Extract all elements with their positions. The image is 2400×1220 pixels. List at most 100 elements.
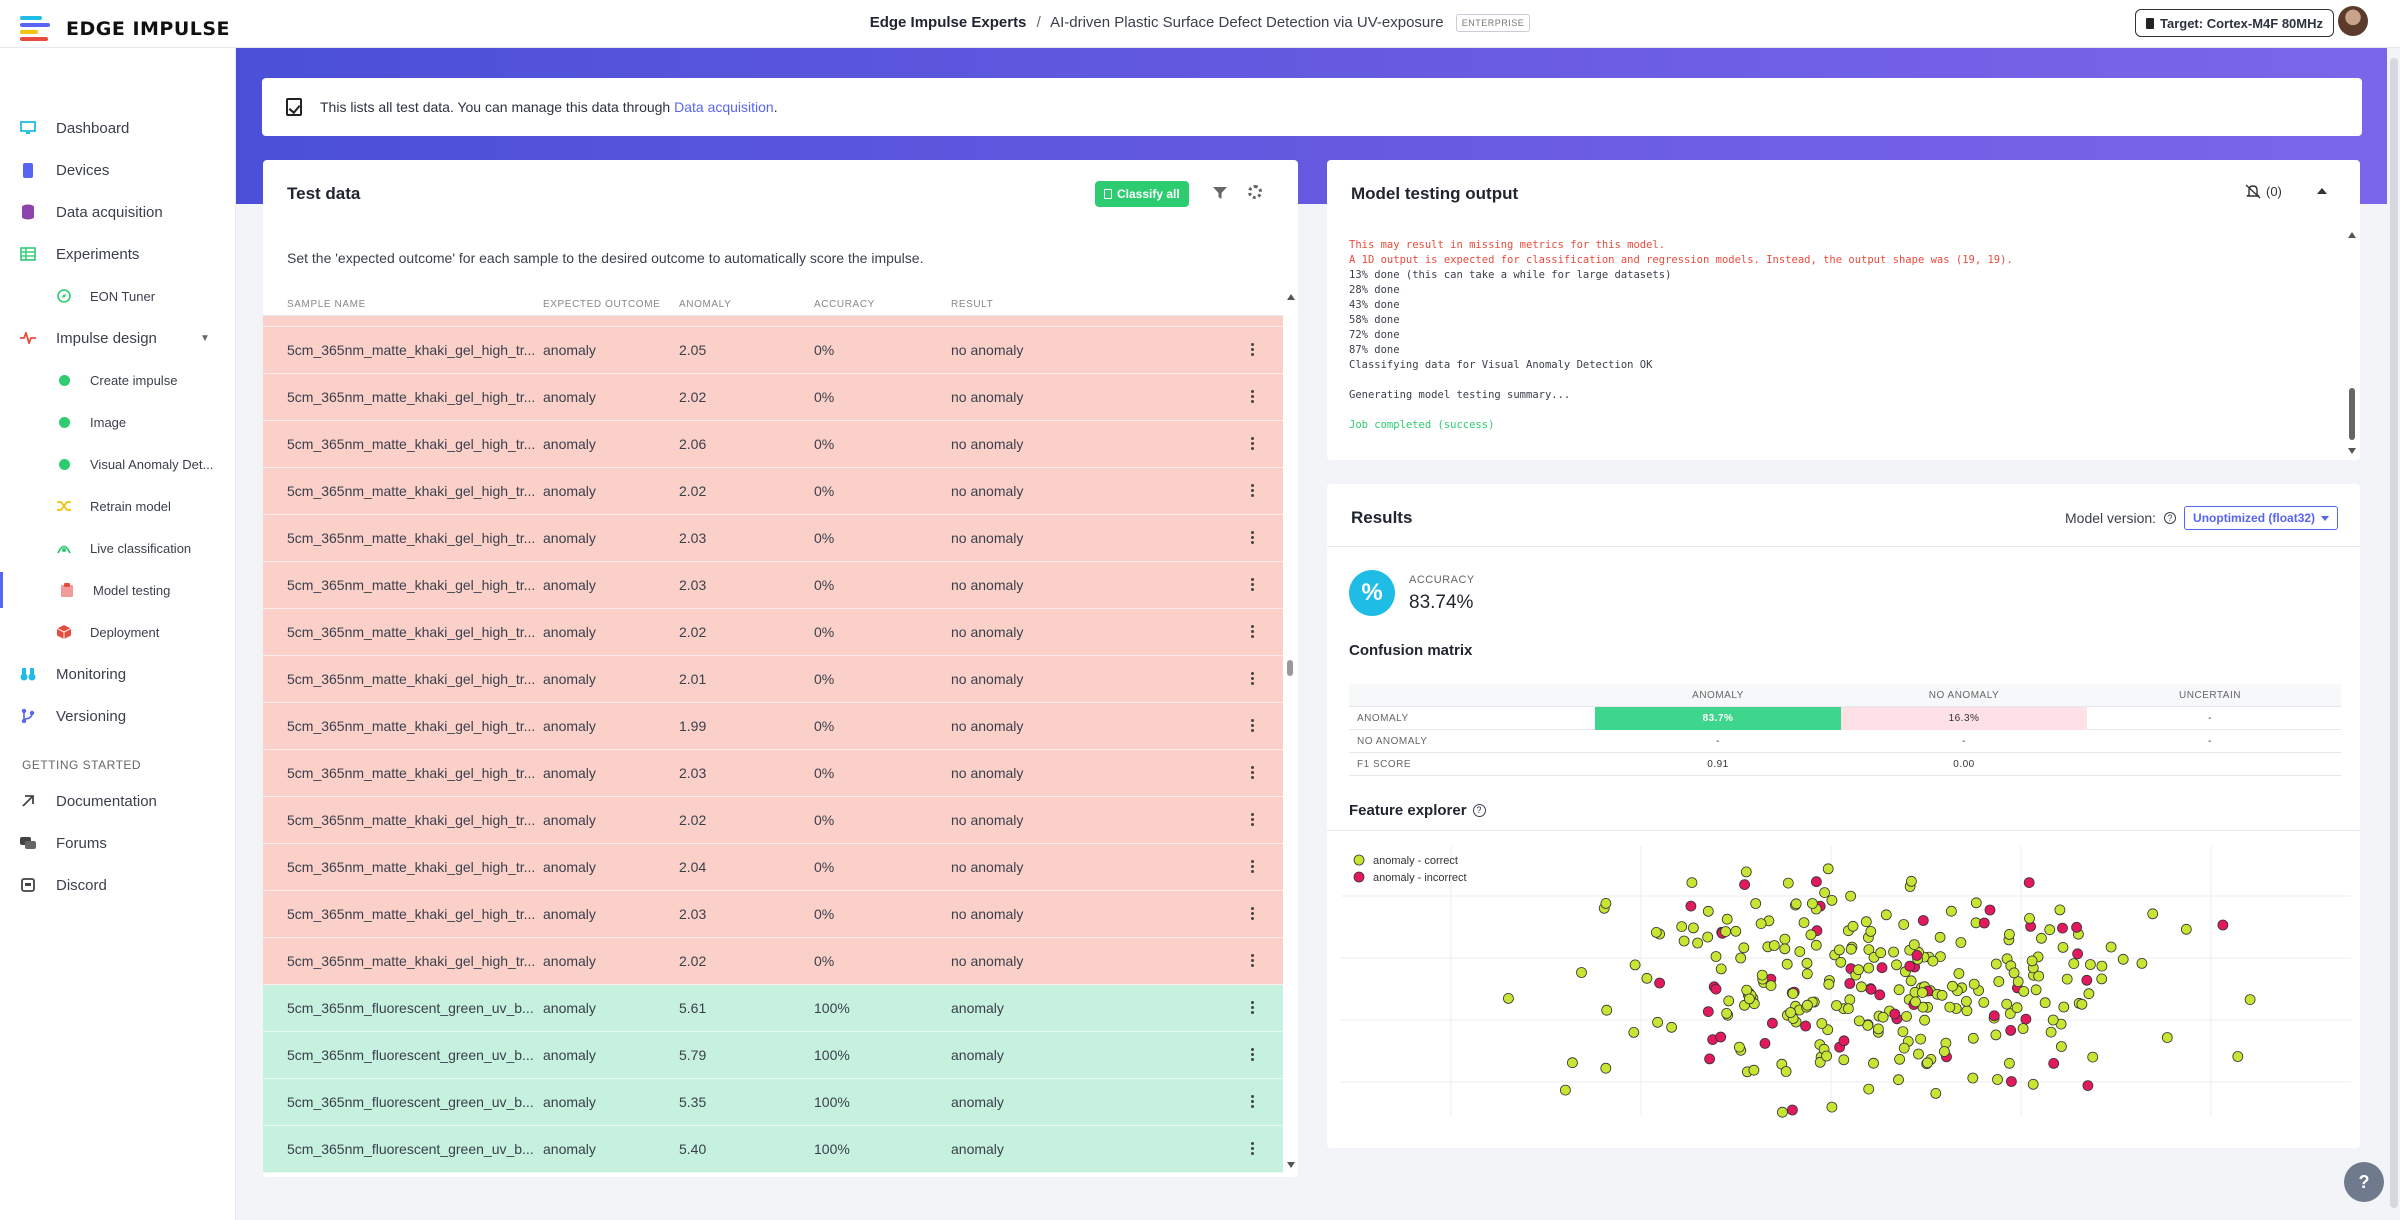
data-point[interactable] xyxy=(2004,929,2015,940)
data-point[interactable] xyxy=(1798,917,1810,928)
column-accuracy[interactable]: ACCURACY xyxy=(814,299,875,310)
sidebar-item-retrain-model[interactable]: Retrain model xyxy=(0,488,236,524)
data-point[interactable] xyxy=(1600,1062,1612,1074)
data-point[interactable] xyxy=(1863,1083,1875,1095)
data-point[interactable] xyxy=(1739,879,1751,890)
data-point[interactable] xyxy=(1906,875,1917,887)
column-sample-name[interactable]: SAMPLE NAME xyxy=(287,299,366,310)
data-point[interactable] xyxy=(1891,959,1902,971)
data-point[interactable] xyxy=(1650,927,1662,938)
data-point[interactable] xyxy=(1576,967,1587,978)
data-point[interactable] xyxy=(1862,1019,1874,1031)
data-point[interactable] xyxy=(2039,997,2051,1009)
data-point[interactable] xyxy=(1801,999,1813,1011)
data-point[interactable] xyxy=(1723,995,1735,1007)
data-point[interactable] xyxy=(1816,1018,1828,1029)
scrollbar-thumb[interactable] xyxy=(1287,660,1293,676)
data-point[interactable] xyxy=(1910,996,1921,1008)
more-options-icon[interactable] xyxy=(1251,1048,1255,1062)
filter-icon[interactable] xyxy=(1213,186,1227,204)
sidebar-item-eon-tuner[interactable]: EON Tuner xyxy=(0,278,236,314)
data-point[interactable] xyxy=(2023,877,2035,888)
data-point[interactable] xyxy=(1853,1015,1865,1027)
more-options-icon[interactable] xyxy=(1251,672,1255,686)
data-point[interactable] xyxy=(2056,1041,2067,1052)
sidebar-item-dashboard[interactable]: Dashboard xyxy=(0,110,236,146)
table-row[interactable] xyxy=(263,316,1283,327)
data-point[interactable] xyxy=(1888,946,1899,958)
data-point[interactable] xyxy=(1922,1057,1933,1069)
data-point[interactable] xyxy=(1901,1010,1912,1022)
data-point[interactable] xyxy=(1676,921,1688,932)
data-point[interactable] xyxy=(1826,895,1838,906)
table-row[interactable]: 5cm_365nm_fluorescent_green_uv_b... anoma… xyxy=(263,1079,1283,1126)
data-point[interactable] xyxy=(1759,1037,1771,1049)
data-point[interactable] xyxy=(1629,959,1641,971)
gear-icon[interactable] xyxy=(1248,185,1262,199)
data-point[interactable] xyxy=(1686,877,1698,888)
data-point[interactable] xyxy=(1917,915,1929,926)
data-point[interactable] xyxy=(1978,996,1990,1008)
data-point[interactable] xyxy=(1844,994,1856,1006)
data-point[interactable] xyxy=(1819,887,1831,898)
sidebar-item-visual-anomaly-detection[interactable]: Visual Anomaly Det... xyxy=(0,446,236,482)
data-point[interactable] xyxy=(2244,994,2256,1006)
data-point[interactable] xyxy=(1993,976,2005,987)
data-point[interactable] xyxy=(1692,937,1704,949)
data-point[interactable] xyxy=(2004,1008,2016,1020)
data-point[interactable] xyxy=(1628,1026,1640,1038)
data-point[interactable] xyxy=(2068,958,2080,969)
table-row[interactable]: 5cm_365nm_matte_khaki_gel_high_tr... anom… xyxy=(263,656,1283,703)
sidebar-item-image[interactable]: Image xyxy=(0,404,236,440)
sidebar-item-monitoring[interactable]: Monitoring xyxy=(0,656,236,692)
scroll-up-icon[interactable] xyxy=(2348,232,2356,238)
data-point[interactable] xyxy=(1800,1020,1812,1032)
data-point[interactable] xyxy=(2036,932,2047,944)
data-point[interactable] xyxy=(1826,1101,1838,1113)
help-icon[interactable]: ? xyxy=(1472,804,1486,817)
data-point[interactable] xyxy=(1743,993,1755,1005)
data-point[interactable] xyxy=(1704,1053,1716,1065)
data-point[interactable] xyxy=(1786,1104,1798,1116)
column-expected-outcome[interactable]: EXPECTED OUTCOME xyxy=(543,299,661,310)
data-point[interactable] xyxy=(1905,975,1917,987)
sidebar-item-create-impulse[interactable]: Create impulse xyxy=(0,362,236,398)
sidebar-item-discord[interactable]: Discord xyxy=(0,867,236,903)
table-row[interactable]: 5cm_365nm_matte_khaki_gel_high_tr... anom… xyxy=(263,750,1283,797)
more-options-icon[interactable] xyxy=(1251,1001,1255,1015)
data-point[interactable] xyxy=(2026,955,2038,967)
data-point[interactable] xyxy=(1880,909,1892,921)
data-point[interactable] xyxy=(1845,890,1857,902)
data-point[interactable] xyxy=(1930,1087,1942,1099)
data-point[interactable] xyxy=(1750,898,1762,909)
sidebar-item-devices[interactable]: Devices xyxy=(0,152,236,188)
sidebar-item-documentation[interactable]: Documentation xyxy=(0,783,236,819)
data-point[interactable] xyxy=(1559,1084,1571,1096)
sidebar-item-model-testing[interactable]: Model testing xyxy=(0,572,236,608)
scrollbar-thumb[interactable] xyxy=(2390,58,2398,1208)
data-point[interactable] xyxy=(2105,941,2117,953)
data-point[interactable] xyxy=(2057,942,2069,953)
more-options-icon[interactable] xyxy=(1251,390,1255,404)
data-point[interactable] xyxy=(2076,998,2088,1010)
data-point[interactable] xyxy=(1913,1048,1924,1060)
table-row[interactable]: 5cm_365nm_matte_khaki_gel_high_tr... anom… xyxy=(263,844,1283,891)
data-point[interactable] xyxy=(1822,863,1834,875)
data-point[interactable] xyxy=(2011,1002,2023,1014)
data-point[interactable] xyxy=(1641,972,1653,984)
data-point[interactable] xyxy=(1702,905,1714,917)
data-point[interactable] xyxy=(2081,974,2093,986)
data-point[interactable] xyxy=(1502,992,1514,1004)
breadcrumb-project[interactable]: AI-driven Plastic Surface Defect Detecti… xyxy=(1050,14,1444,31)
sidebar-item-live-classification[interactable]: Live classification xyxy=(0,530,236,566)
data-point[interactable] xyxy=(2071,921,2082,933)
data-point[interactable] xyxy=(2001,998,2013,1010)
data-point[interactable] xyxy=(1823,978,1835,990)
data-point[interactable] xyxy=(1990,958,2002,970)
data-point[interactable] xyxy=(1911,950,1923,961)
table-row[interactable]: 5cm_365nm_fluorescent_green_uv_b... anoma… xyxy=(263,1032,1283,1079)
data-point[interactable] xyxy=(1776,1106,1788,1118)
data-point[interactable] xyxy=(1755,918,1767,929)
data-point[interactable] xyxy=(1710,951,1722,962)
data-point[interactable] xyxy=(1889,1008,1901,1020)
